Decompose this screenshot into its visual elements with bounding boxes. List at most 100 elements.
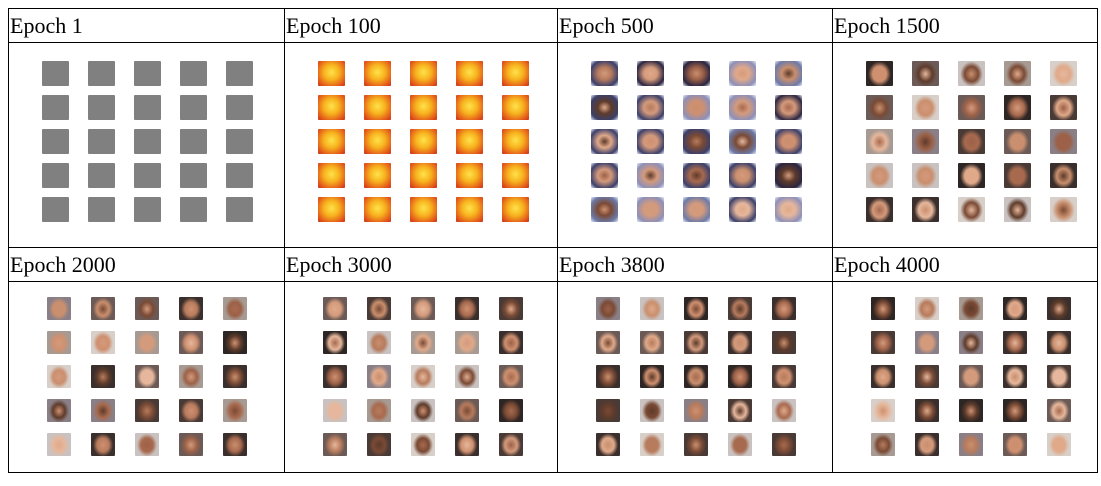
sample-grid xyxy=(318,61,529,222)
sample-image xyxy=(596,365,620,388)
sample-image xyxy=(410,95,437,120)
sample-image xyxy=(91,433,115,456)
header-cell: Epoch 500 xyxy=(557,8,833,43)
sample-grid xyxy=(596,297,796,456)
sample-image xyxy=(180,197,207,222)
sample-image xyxy=(871,297,895,320)
sample-image xyxy=(499,331,523,354)
sample-image xyxy=(91,399,115,422)
sample-image xyxy=(134,61,161,86)
image-cell xyxy=(8,42,285,248)
sample-image xyxy=(866,129,893,154)
sample-image xyxy=(364,61,391,86)
sample-image xyxy=(958,163,985,188)
sample-image xyxy=(226,95,253,120)
sample-image xyxy=(775,61,802,86)
sample-image xyxy=(959,433,983,456)
sample-image xyxy=(1047,331,1071,354)
sample-image xyxy=(455,433,479,456)
sample-image xyxy=(959,399,983,422)
sample-image xyxy=(729,129,756,154)
sample-image xyxy=(866,61,893,86)
sample-image xyxy=(1050,129,1077,154)
image-row xyxy=(8,42,1098,248)
sample-image xyxy=(728,399,752,422)
sample-image xyxy=(323,365,347,388)
sample-image xyxy=(728,365,752,388)
sample-image xyxy=(179,399,203,422)
sample-image xyxy=(591,197,618,222)
sample-image xyxy=(135,297,159,320)
sample-image xyxy=(1050,163,1077,188)
sample-image xyxy=(596,433,620,456)
sample-image xyxy=(1003,399,1027,422)
sample-image xyxy=(88,197,115,222)
sample-image xyxy=(684,365,708,388)
sample-image xyxy=(772,331,796,354)
sample-image xyxy=(456,163,483,188)
sample-image xyxy=(958,197,985,222)
sample-image xyxy=(410,197,437,222)
sample-image xyxy=(223,399,247,422)
header-row: Epoch 1 Epoch 100 Epoch 500 Epoch 1500 xyxy=(8,8,1098,43)
sample-image xyxy=(1004,61,1031,86)
sample-image xyxy=(134,197,161,222)
sample-image xyxy=(640,297,664,320)
sample-image xyxy=(684,297,708,320)
sample-image xyxy=(683,129,710,154)
sample-image xyxy=(135,365,159,388)
header-cell: Epoch 3800 xyxy=(557,247,833,282)
header-cell: Epoch 100 xyxy=(284,8,558,43)
sample-image xyxy=(1050,61,1077,86)
sample-image xyxy=(729,197,756,222)
sample-image xyxy=(640,399,664,422)
sample-image xyxy=(637,129,664,154)
sample-image xyxy=(728,331,752,354)
image-cell xyxy=(284,281,558,473)
sample-image xyxy=(135,433,159,456)
sample-image xyxy=(683,61,710,86)
sample-image xyxy=(456,129,483,154)
sample-image xyxy=(42,129,69,154)
sample-image xyxy=(729,95,756,120)
image-cell xyxy=(8,281,285,473)
sample-image xyxy=(134,163,161,188)
sample-image xyxy=(915,433,939,456)
sample-image xyxy=(915,365,939,388)
epoch-table: Epoch 1 Epoch 100 Epoch 500 Epoch 1500 E… xyxy=(8,8,1098,473)
sample-image xyxy=(91,331,115,354)
sample-image xyxy=(364,163,391,188)
sample-image xyxy=(499,399,523,422)
sample-image xyxy=(1047,297,1071,320)
sample-image xyxy=(456,61,483,86)
sample-image xyxy=(502,129,529,154)
sample-image xyxy=(1004,129,1031,154)
sample-image xyxy=(318,163,345,188)
sample-image xyxy=(499,365,523,388)
sample-image xyxy=(775,163,802,188)
sample-grid xyxy=(47,297,247,456)
sample-image xyxy=(684,433,708,456)
sample-image xyxy=(1050,95,1077,120)
sample-image xyxy=(223,433,247,456)
sample-image xyxy=(640,365,664,388)
sample-image xyxy=(179,331,203,354)
sample-image xyxy=(1003,433,1027,456)
sample-image xyxy=(637,95,664,120)
sample-image xyxy=(42,163,69,188)
sample-grid xyxy=(323,297,523,456)
sample-image xyxy=(959,297,983,320)
sample-image xyxy=(364,197,391,222)
sample-image xyxy=(775,95,802,120)
sample-image xyxy=(223,297,247,320)
sample-image xyxy=(499,433,523,456)
sample-image xyxy=(364,129,391,154)
sample-image xyxy=(591,61,618,86)
sample-image xyxy=(912,197,939,222)
sample-image xyxy=(637,61,664,86)
sample-image xyxy=(411,399,435,422)
sample-image xyxy=(367,365,391,388)
sample-image xyxy=(1047,399,1071,422)
sample-image xyxy=(1004,197,1031,222)
